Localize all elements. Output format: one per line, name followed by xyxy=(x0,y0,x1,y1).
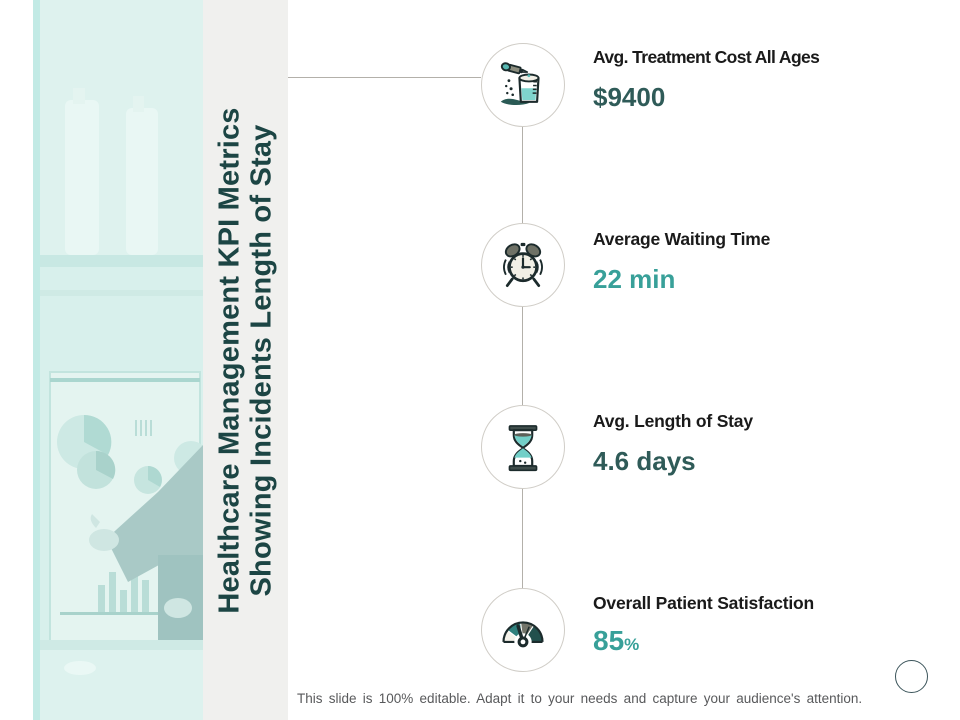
presenter-photo-illustration xyxy=(40,0,208,720)
kpi-label: Avg. Length of Stay xyxy=(593,411,753,431)
title-line-2: Showing Incidents Length of Stay xyxy=(244,124,277,597)
kpi-value: $9400 xyxy=(593,82,666,112)
kpi-label: Overall Patient Satisfaction xyxy=(593,593,815,613)
kpi-label: Avg. Treatment Cost All Ages xyxy=(593,47,820,67)
page-title: Healthcare Management KPI Metrics Showin… xyxy=(203,0,288,720)
alarm-clock-icon xyxy=(503,242,543,287)
title-panel: Healthcare Management KPI Metrics Showin… xyxy=(203,0,288,720)
vertical-timeline-line xyxy=(522,85,523,630)
left-accent-strip xyxy=(33,0,40,720)
horizontal-connector-line xyxy=(288,77,481,78)
medicine-dropper-icon xyxy=(500,62,540,106)
percent-suffix: % xyxy=(624,635,640,654)
kpi-value: 22 min xyxy=(593,264,676,294)
hourglass-icon xyxy=(508,425,538,472)
kpi-label: Average Waiting Time xyxy=(593,229,771,249)
presenter-photo xyxy=(40,0,208,720)
kpi-icon-circle xyxy=(481,43,565,127)
kpi-icon-circle xyxy=(481,588,565,672)
kpi-icon-circle xyxy=(481,405,565,489)
decorative-circle xyxy=(895,660,928,693)
kpi-value: 85% xyxy=(593,625,640,656)
title-line-1: Healthcare Management KPI Metrics xyxy=(212,106,245,614)
footer-note: This slide is 100% editable. Adapt it to… xyxy=(297,691,863,706)
kpi-icon-circle xyxy=(481,223,565,307)
kpi-value: 4.6 days xyxy=(593,446,696,476)
gauge-icon xyxy=(502,621,544,651)
